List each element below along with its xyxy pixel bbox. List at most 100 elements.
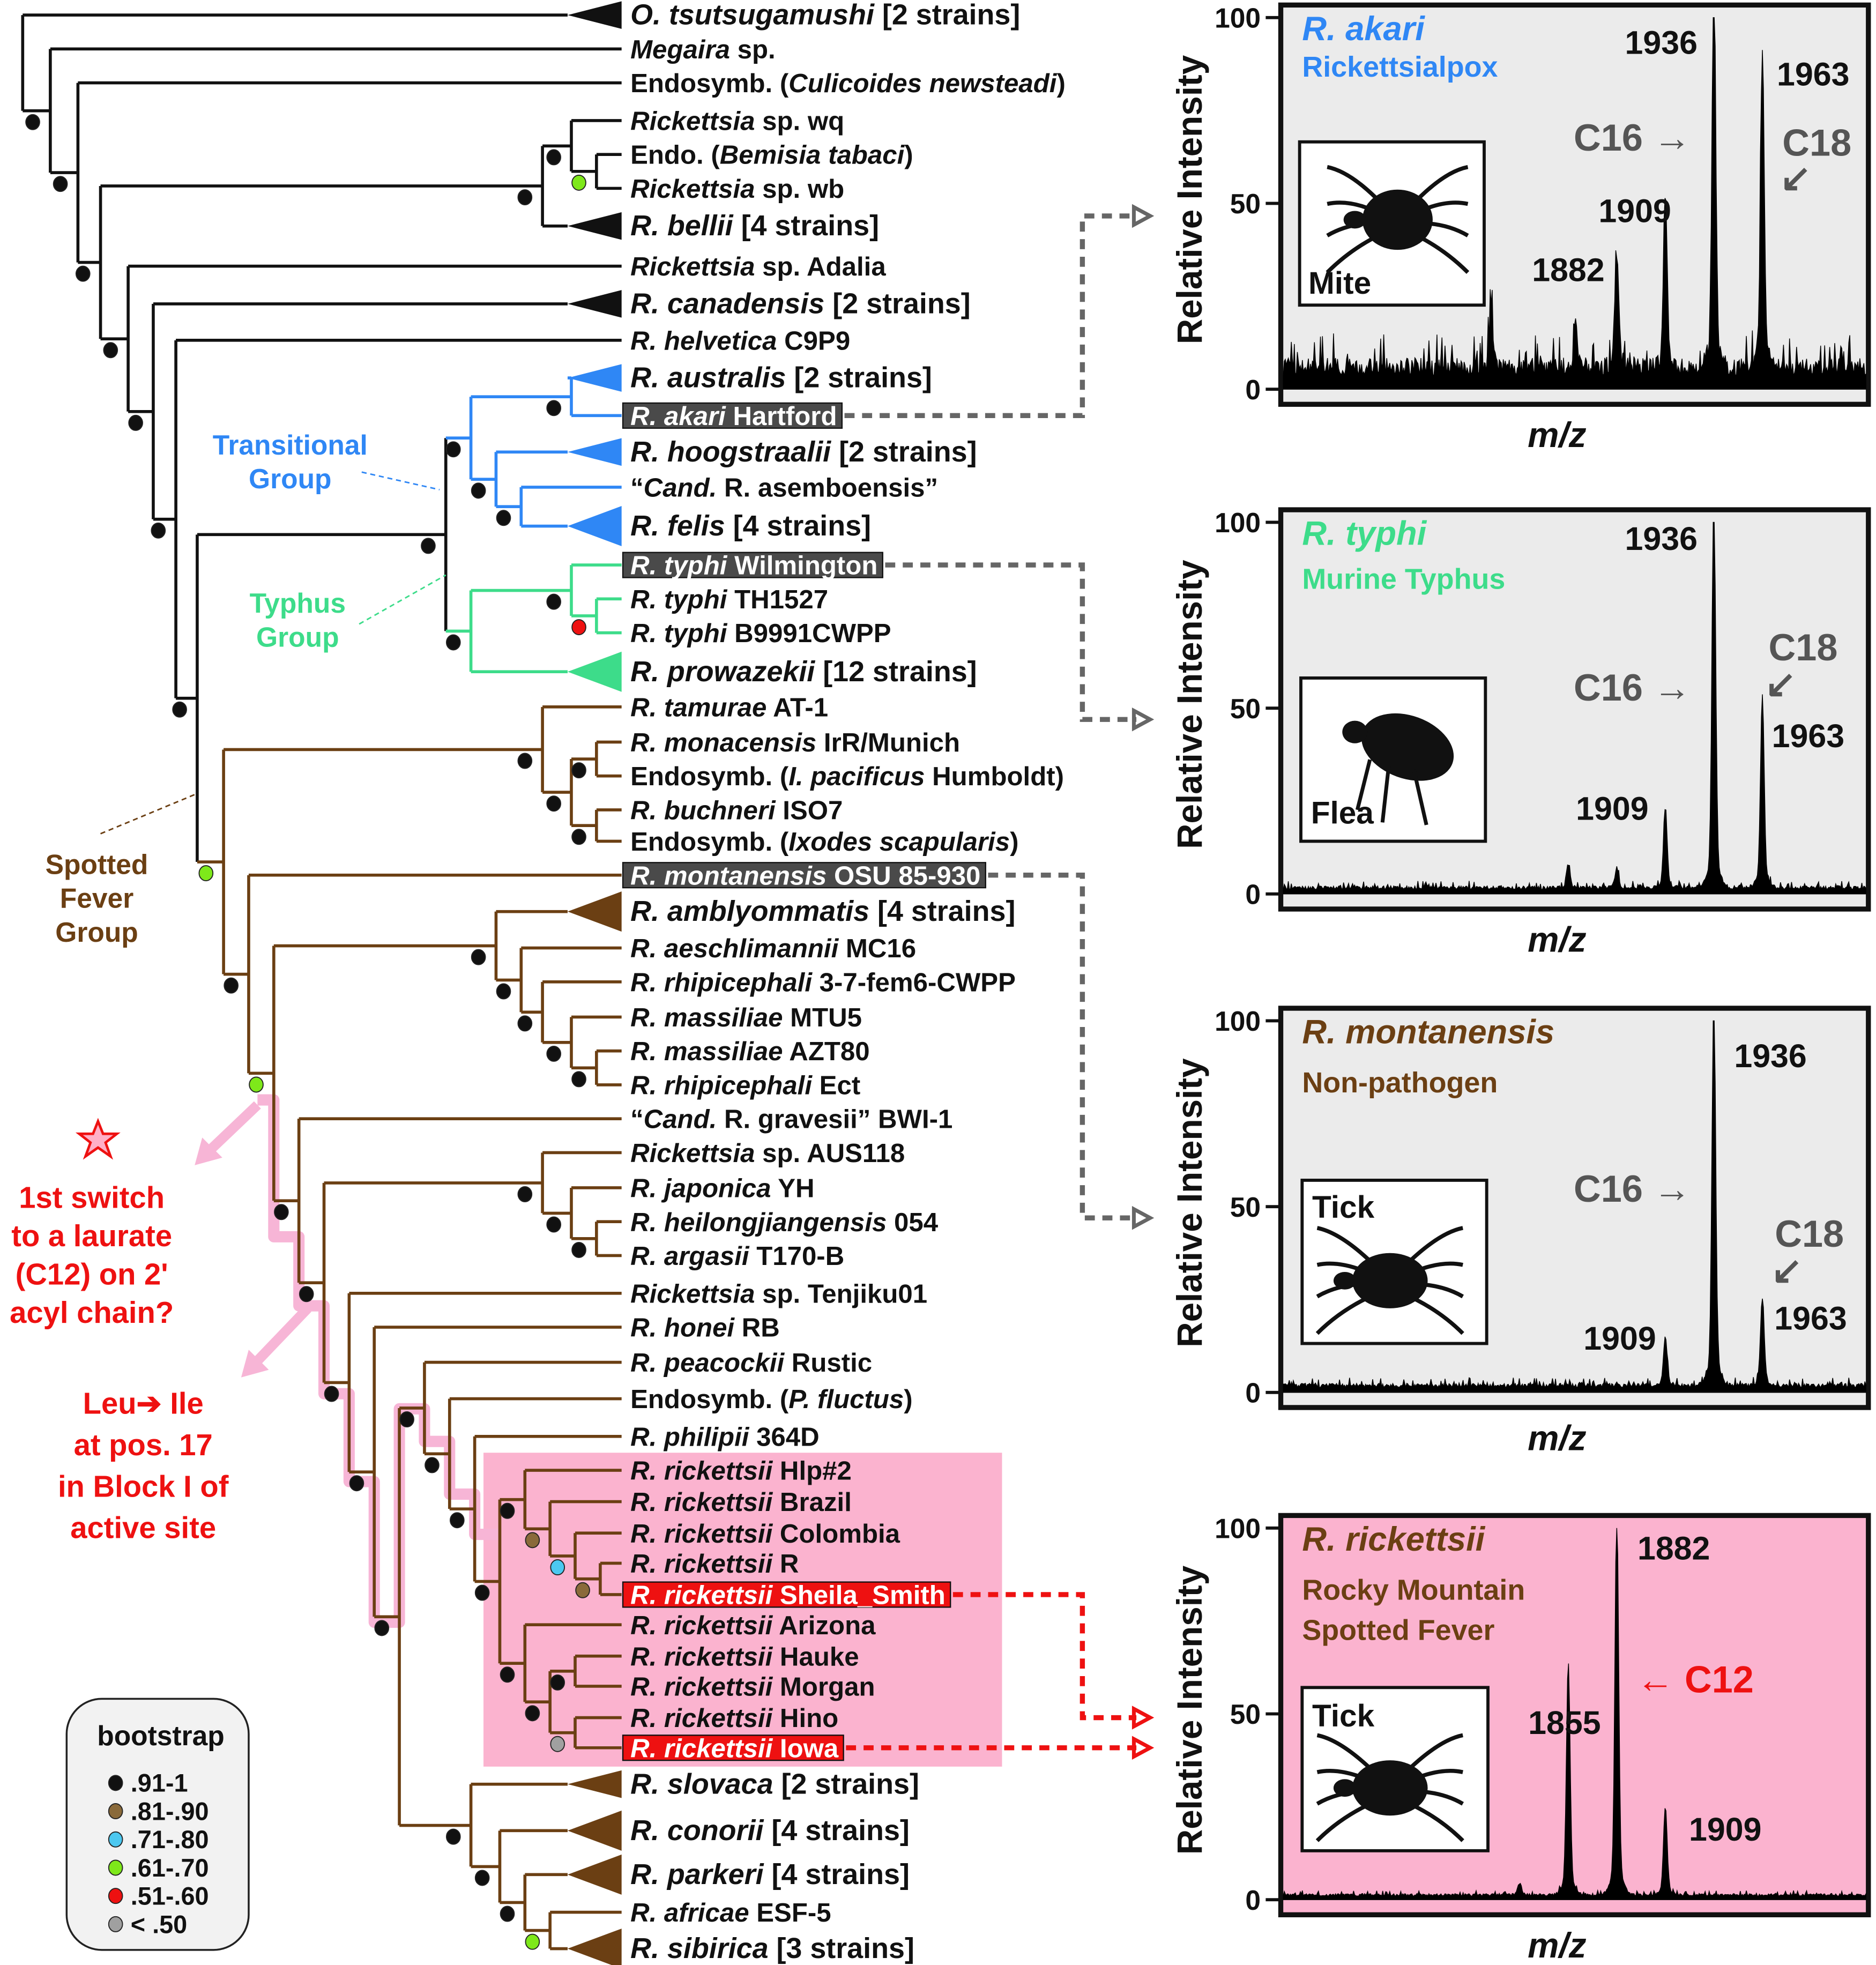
y-axis-label: Relative Intensity (1170, 55, 1209, 344)
collapsed-clade-triangle (567, 364, 622, 392)
bootstrap-dot (571, 174, 586, 191)
taxon-name-part: C9P9 (777, 326, 850, 355)
taxon-name-part: sp. wb (755, 174, 844, 204)
taxon-name-part: OSU 85-930 (827, 861, 980, 890)
bootstrap-dot (103, 342, 118, 359)
bootstrap-dot (500, 1666, 515, 1683)
taxon-label: Rickettsia sp. wb (630, 174, 844, 204)
peak-label: 1963 (1774, 1300, 1847, 1337)
taxon-name-part: “ (630, 1105, 644, 1134)
bootstrap-dot (249, 1076, 264, 1093)
bootstrap-dot (546, 795, 562, 812)
taxon-name-italic: R. prowazekii (630, 656, 815, 688)
bootstrap-dot (546, 593, 562, 610)
laurate-switch-annotation: 1st switch (19, 1180, 165, 1214)
taxon-name-italic: Megaira (630, 35, 730, 64)
legend-label: .51-.60 (131, 1882, 209, 1910)
taxon-label: R. amblyommatis [4 strains] (630, 895, 1015, 927)
legend-dot (108, 1831, 123, 1848)
taxon-label: R. massiliae MTU5 (630, 1003, 862, 1032)
y-tick-label: 50 (1230, 693, 1261, 724)
taxon-name-part: [2 strains] (874, 0, 1020, 31)
y-tick-label: 0 (1245, 1885, 1261, 1916)
taxon-name-part: sp. wq (755, 106, 844, 136)
typhus-group-label: Group (256, 621, 339, 652)
taxon-name-part: Hartford (726, 401, 837, 431)
taxon-name-italic: R. rickettsii (630, 1487, 773, 1517)
leu-ile-annotation: active site (70, 1511, 216, 1545)
highlighted-taxon-box (622, 402, 843, 429)
taxon-label: R. typhi Wilmington (630, 551, 877, 580)
bootstrap-dot (75, 265, 91, 282)
peak-label: 1936 (1625, 25, 1698, 61)
bootstrap-dot (550, 1736, 565, 1752)
organism-title: R. typhi (1302, 515, 1427, 553)
bootstrap-dot (274, 1204, 289, 1220)
taxon-name-italic: Rickettsia (630, 106, 755, 136)
taxon-label: R. bellii [4 strains] (630, 210, 879, 242)
taxon-label: R. montanensis OSU 85-930 (630, 861, 980, 890)
taxon-label: R. helvetica C9P9 (630, 326, 850, 355)
taxon-name-part: Hauke (772, 1642, 859, 1671)
disease-subtitle: Murine Typhus (1302, 563, 1505, 596)
legend-label: .71-.80 (131, 1826, 209, 1854)
host-label: Tick (1312, 1190, 1375, 1225)
taxon-name-part: Humboldt) (925, 762, 1064, 791)
flea-leg (1412, 769, 1428, 825)
legend-label: < .50 (131, 1910, 187, 1938)
y-tick-label: 50 (1230, 1699, 1261, 1730)
peak-label: 1936 (1734, 1038, 1806, 1074)
taxon-name-italic: R. akari (630, 401, 726, 431)
taxon-name-part: AZT80 (783, 1037, 869, 1066)
collapsed-clade-triangle (567, 212, 622, 240)
taxon-label: R. rickettsii Morgan (630, 1672, 875, 1702)
taxon-name-italic: P. fluctus (788, 1385, 904, 1414)
bootstrap-dot (445, 634, 461, 651)
sheila-smith-connector-arrowhead (1131, 1706, 1155, 1730)
flea-leg (1355, 759, 1372, 810)
bootstrap-dot (151, 522, 166, 539)
taxon-name-part: MTU5 (783, 1003, 862, 1032)
y-tick-label: 0 (1245, 1378, 1261, 1409)
taxon-name-part: ) (904, 140, 913, 170)
typhi-connector-arrowhead (1131, 707, 1155, 732)
mass-spectrum-trace (1283, 17, 1866, 390)
taxon-name-part: Hino (772, 1703, 838, 1733)
lipid-chain-annotation: C16 → (1574, 1167, 1691, 1210)
taxon-label: R. typhi B9991CWPP (630, 619, 891, 648)
taxon-name-part: [2 strains] (824, 287, 970, 319)
taxon-name-part: YH (771, 1174, 814, 1203)
taxon-name-italic: R. rhipicephali (630, 967, 813, 997)
pink-arrow-shaft (201, 1101, 261, 1159)
collapsed-clade-triangle (567, 1770, 622, 1798)
y-axis-label: Relative Intensity (1170, 1565, 1209, 1855)
collapsed-clade-triangle (567, 290, 622, 318)
taxon-name-part: Endosymb. ( (630, 1385, 789, 1414)
taxon-name-italic: Cand. (644, 473, 717, 502)
body (1352, 1253, 1428, 1308)
bootstrap-dot (349, 1475, 364, 1492)
taxon-label: R. rickettsii Hauke (630, 1642, 859, 1671)
taxon-name-part: [2 strains] (831, 436, 977, 468)
taxon-label: R. slovaca [2 strains] (630, 1768, 919, 1800)
taxon-name-italic: R. honei (630, 1313, 735, 1343)
flea-leg (1380, 765, 1391, 823)
host-label: Mite (1308, 266, 1371, 301)
taxon-name-italic: R. rickettsii (630, 1611, 773, 1640)
taxon-name-italic: R. rickettsii (630, 1456, 773, 1486)
bootstrap-dot (425, 1457, 440, 1473)
taxon-name-italic: R. rickettsii (630, 1519, 773, 1549)
bootstrap-dot (374, 1620, 390, 1636)
taxon-label: R. japonica YH (630, 1174, 815, 1203)
lipid-chain-annotation: C18 (1782, 121, 1851, 163)
pink-arrow-head (241, 1350, 269, 1378)
spotted-group-pointer (100, 793, 198, 835)
taxon-name-italic: R. massiliae (630, 1037, 783, 1066)
taxon-name-part: Morgan (772, 1672, 875, 1702)
taxon-label: Endosymb. (I. pacificus Humboldt) (630, 762, 1064, 791)
taxon-label: Endosymb. (Ixodes scapularis) (630, 827, 1018, 857)
y-tick-label: 100 (1215, 1513, 1261, 1544)
bootstrap-dot (571, 829, 586, 845)
rickettsii-clade-highlight (483, 1453, 1002, 1767)
y-tick-label: 50 (1230, 1192, 1261, 1223)
